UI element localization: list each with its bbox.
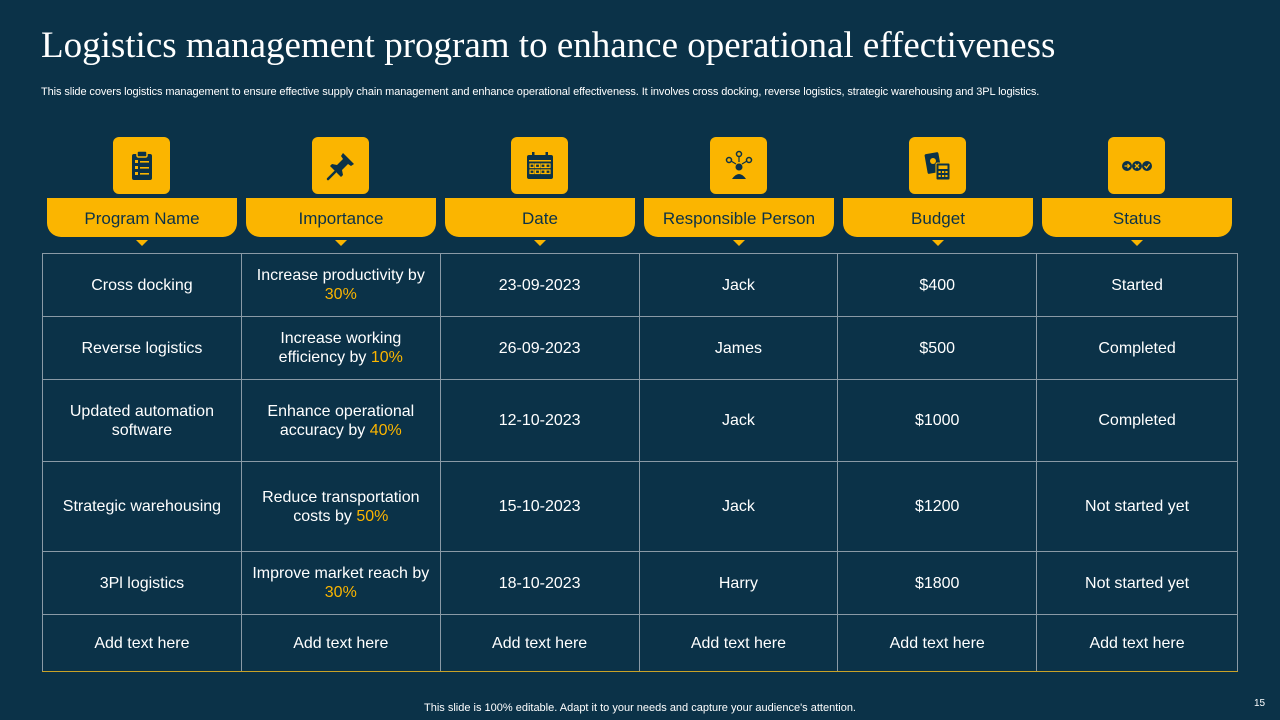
budget-cell: $400 <box>837 253 1038 317</box>
budget-cell: $1200 <box>837 461 1038 552</box>
table-row: Cross docking Increase productivity by 30… <box>42 253 1238 317</box>
header-label: Budget <box>843 198 1033 237</box>
placeholder-cell[interactable]: Add text here <box>42 614 242 672</box>
table-row: Updated automation software Enhance oper… <box>42 379 1238 462</box>
header-label: Program Name <box>47 198 237 237</box>
table-row: Reverse logistics Increase working effic… <box>42 316 1238 380</box>
caret-down-icon <box>932 240 944 246</box>
importance-cell: Improve market reach by 30% <box>240 551 441 615</box>
table-row-placeholder: Add text here Add text here Add text her… <box>42 614 1238 672</box>
importance-cell: Enhance operational accuracy by 40% <box>240 379 441 462</box>
program-name-cell: Cross docking <box>42 253 242 317</box>
importance-percent: 40% <box>369 421 402 439</box>
page-number: 15 <box>1254 698 1266 709</box>
person-network-icon <box>710 137 767 194</box>
caret-down-icon <box>733 240 745 246</box>
status-circles-icon <box>1108 137 1165 194</box>
budget-cell: $1800 <box>837 551 1038 615</box>
slide-title: Logistics management program to enhance … <box>41 25 1056 66</box>
importance-text: Increase productivity by <box>256 267 425 284</box>
date-cell: 18-10-2023 <box>439 551 640 615</box>
table-row: Strategic warehousing Reduce transportat… <box>42 461 1238 552</box>
budget-cell: $1000 <box>837 379 1038 462</box>
person-cell: Harry <box>638 551 839 615</box>
header-label: Responsible Person <box>644 198 834 237</box>
program-name-cell: 3Pl logistics <box>42 551 242 615</box>
person-cell: James <box>638 316 839 380</box>
caret-down-icon <box>1131 240 1143 246</box>
importance-text: Enhance operational accuracy by <box>267 402 415 439</box>
importance-percent: 30% <box>324 584 357 601</box>
placeholder-cell[interactable]: Add text here <box>1036 614 1238 672</box>
header-label: Importance <box>246 198 436 237</box>
date-cell: 12-10-2023 <box>439 379 640 462</box>
slide-subtitle: This slide covers logistics management t… <box>41 86 1040 98</box>
placeholder-cell[interactable]: Add text here <box>638 614 839 672</box>
caret-down-icon <box>335 240 347 246</box>
program-name-cell: Strategic warehousing <box>42 461 242 552</box>
column-header-importance: Importance <box>246 137 436 247</box>
footer-note: This slide is 100% editable. Adapt it to… <box>424 702 856 714</box>
header-label: Status <box>1042 198 1232 237</box>
person-cell: Jack <box>638 253 839 317</box>
header-label: Date <box>445 198 635 237</box>
clipboard-checklist-icon <box>113 137 170 194</box>
cash-calculator-icon <box>909 137 966 194</box>
status-cell: Completed <box>1036 316 1238 380</box>
placeholder-cell[interactable]: Add text here <box>837 614 1038 672</box>
status-cell: Not started yet <box>1036 551 1238 615</box>
calendar-icon <box>511 137 568 194</box>
importance-percent: 30% <box>324 286 357 303</box>
status-cell: Not started yet <box>1036 461 1238 552</box>
date-cell: 23-09-2023 <box>439 253 640 317</box>
importance-text: Increase working efficiency by <box>278 330 402 366</box>
date-cell: 26-09-2023 <box>439 316 640 380</box>
table-row: 3Pl logistics Improve market reach by 30%… <box>42 551 1238 615</box>
importance-percent: 50% <box>356 507 389 525</box>
person-cell: Jack <box>638 379 839 462</box>
column-header-status: Status <box>1042 137 1232 247</box>
column-header-program-name: Program Name <box>47 137 237 247</box>
date-cell: 15-10-2023 <box>439 461 640 552</box>
person-cell: Jack <box>638 461 839 552</box>
importance-cell: Increase productivity by 30% <box>240 253 441 317</box>
pushpin-icon <box>312 137 369 194</box>
importance-cell: Increase working efficiency by 10% <box>240 316 441 380</box>
importance-cell: Reduce transportation costs by 50% <box>240 461 441 552</box>
program-name-cell: Reverse logistics <box>42 316 242 380</box>
program-table: Cross docking Increase productivity by 30… <box>42 253 1238 672</box>
column-header-budget: Budget <box>843 137 1033 247</box>
caret-down-icon <box>534 240 546 246</box>
placeholder-cell[interactable]: Add text here <box>439 614 640 672</box>
importance-text: Improve market reach by <box>252 565 430 582</box>
importance-text: Reduce transportation costs by <box>262 488 420 525</box>
caret-down-icon <box>136 240 148 246</box>
budget-cell: $500 <box>837 316 1038 380</box>
placeholder-cell[interactable]: Add text here <box>240 614 441 672</box>
program-name-cell: Updated automation software <box>42 379 242 462</box>
status-cell: Started <box>1036 253 1238 317</box>
importance-percent: 10% <box>370 349 403 366</box>
status-cell: Completed <box>1036 379 1238 462</box>
column-header-date: Date <box>445 137 635 247</box>
column-header-responsible-person: Responsible Person <box>644 137 834 247</box>
